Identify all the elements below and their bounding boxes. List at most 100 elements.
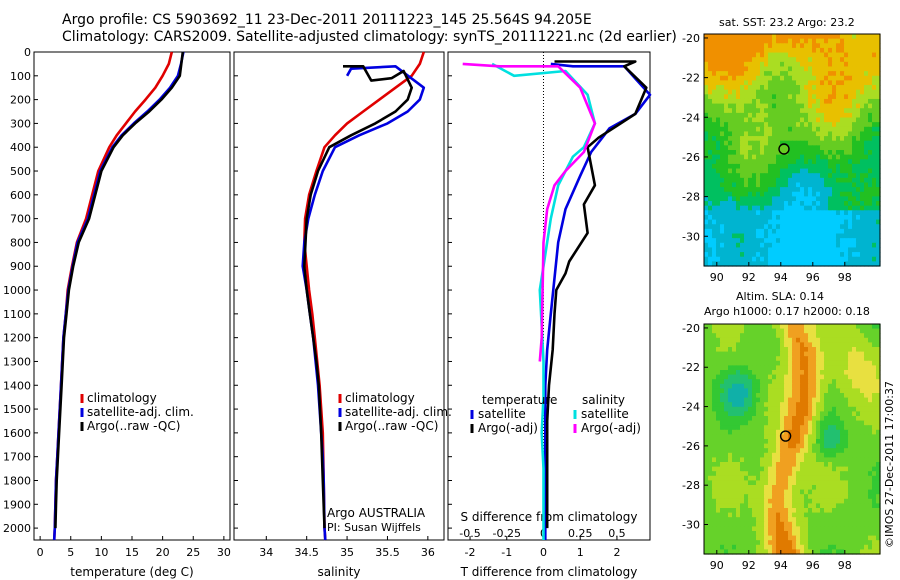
map-cell bbox=[816, 242, 821, 249]
map-cell bbox=[732, 370, 737, 376]
map-cell bbox=[872, 187, 877, 193]
map-cell bbox=[796, 191, 801, 197]
map-cell bbox=[708, 205, 713, 211]
map-cell bbox=[708, 242, 713, 249]
map-cell bbox=[764, 328, 769, 334]
map-cell bbox=[796, 75, 801, 81]
map-cell bbox=[716, 38, 721, 44]
map-cell bbox=[732, 489, 737, 495]
map-cell bbox=[824, 517, 829, 523]
map-cell bbox=[776, 443, 781, 449]
map-cell bbox=[840, 420, 845, 426]
map-cell bbox=[784, 397, 789, 403]
map-cell bbox=[808, 475, 813, 481]
map-cell bbox=[816, 434, 821, 440]
map-cell bbox=[816, 365, 821, 371]
map-cell bbox=[776, 233, 781, 239]
map-cell bbox=[824, 406, 829, 412]
map-cell bbox=[732, 379, 737, 385]
map-cell bbox=[844, 544, 849, 550]
map-cell bbox=[768, 508, 773, 514]
map-cell bbox=[792, 256, 797, 262]
map-cell bbox=[756, 531, 761, 537]
map-cell bbox=[792, 365, 797, 371]
map-cell bbox=[764, 370, 769, 376]
map-cell bbox=[812, 182, 817, 188]
map-cell bbox=[808, 43, 813, 49]
map-cell bbox=[736, 535, 741, 541]
map-cell bbox=[784, 150, 789, 156]
map-cell bbox=[712, 324, 717, 330]
map-cell bbox=[796, 342, 801, 348]
map-cell bbox=[860, 52, 865, 58]
map-cell bbox=[792, 52, 797, 58]
map-cell bbox=[824, 228, 829, 235]
map-cell bbox=[848, 420, 853, 426]
map-cell bbox=[808, 420, 813, 426]
map-cell bbox=[824, 383, 829, 389]
sst-map-title: sat. SST: 23.2 Argo: 23.2 bbox=[719, 16, 855, 29]
map-cell bbox=[800, 549, 805, 555]
map-cell bbox=[792, 57, 797, 63]
map-cell bbox=[840, 328, 845, 334]
map-cell bbox=[712, 337, 717, 343]
map-cell bbox=[728, 393, 733, 399]
map-cell bbox=[844, 247, 849, 253]
map-cell bbox=[740, 416, 745, 422]
map-cell bbox=[736, 191, 741, 197]
map-cell bbox=[820, 452, 825, 458]
map-cell bbox=[808, 136, 813, 142]
map-cell bbox=[728, 397, 733, 403]
map-cell bbox=[828, 136, 833, 142]
map-cell bbox=[704, 503, 709, 509]
map-cell bbox=[852, 94, 857, 100]
map-cell bbox=[860, 342, 865, 348]
map-cell bbox=[848, 38, 853, 44]
map-cell bbox=[792, 517, 797, 523]
map-cell bbox=[748, 228, 753, 235]
map-cell bbox=[868, 489, 873, 495]
map-cell bbox=[828, 379, 833, 385]
map-cell bbox=[756, 214, 761, 221]
map-cell bbox=[720, 219, 725, 225]
map-cell bbox=[752, 154, 757, 160]
map-cell bbox=[844, 521, 849, 527]
map-cell bbox=[800, 397, 805, 403]
map-cell bbox=[792, 154, 797, 160]
map-cell bbox=[840, 38, 845, 44]
map-cell bbox=[708, 466, 713, 472]
map-cell bbox=[784, 261, 789, 267]
map-cell bbox=[748, 94, 753, 100]
map-cell bbox=[752, 201, 757, 207]
map-cell bbox=[716, 503, 721, 509]
map-cell bbox=[768, 517, 773, 523]
map-cell bbox=[724, 333, 729, 339]
map-cell bbox=[852, 489, 857, 495]
map-cell bbox=[848, 351, 853, 357]
map-cell bbox=[836, 136, 841, 142]
map-cell bbox=[792, 549, 797, 555]
map-cell bbox=[864, 439, 869, 445]
map-cell bbox=[712, 187, 717, 193]
map-cell bbox=[868, 383, 873, 389]
map-cell bbox=[716, 365, 721, 371]
map-cell bbox=[864, 131, 869, 137]
map-cell bbox=[756, 521, 761, 527]
map-cell bbox=[808, 498, 813, 504]
map-cell bbox=[756, 71, 761, 77]
depth-tick-label: 100 bbox=[10, 70, 31, 83]
depth-tick-label: 700 bbox=[10, 213, 31, 226]
map-cell bbox=[876, 61, 881, 68]
map-cell bbox=[800, 173, 805, 179]
map-cell bbox=[836, 168, 841, 174]
map-cell bbox=[720, 328, 725, 334]
map-cell bbox=[768, 393, 773, 399]
map-cell bbox=[796, 38, 801, 44]
map-cell bbox=[768, 374, 773, 380]
map-cell bbox=[868, 411, 873, 417]
map-cell bbox=[820, 411, 825, 417]
map-cell bbox=[752, 34, 757, 40]
map-cell bbox=[764, 411, 769, 417]
lat-tick-label: -30 bbox=[682, 230, 700, 243]
map-cell bbox=[768, 247, 773, 253]
